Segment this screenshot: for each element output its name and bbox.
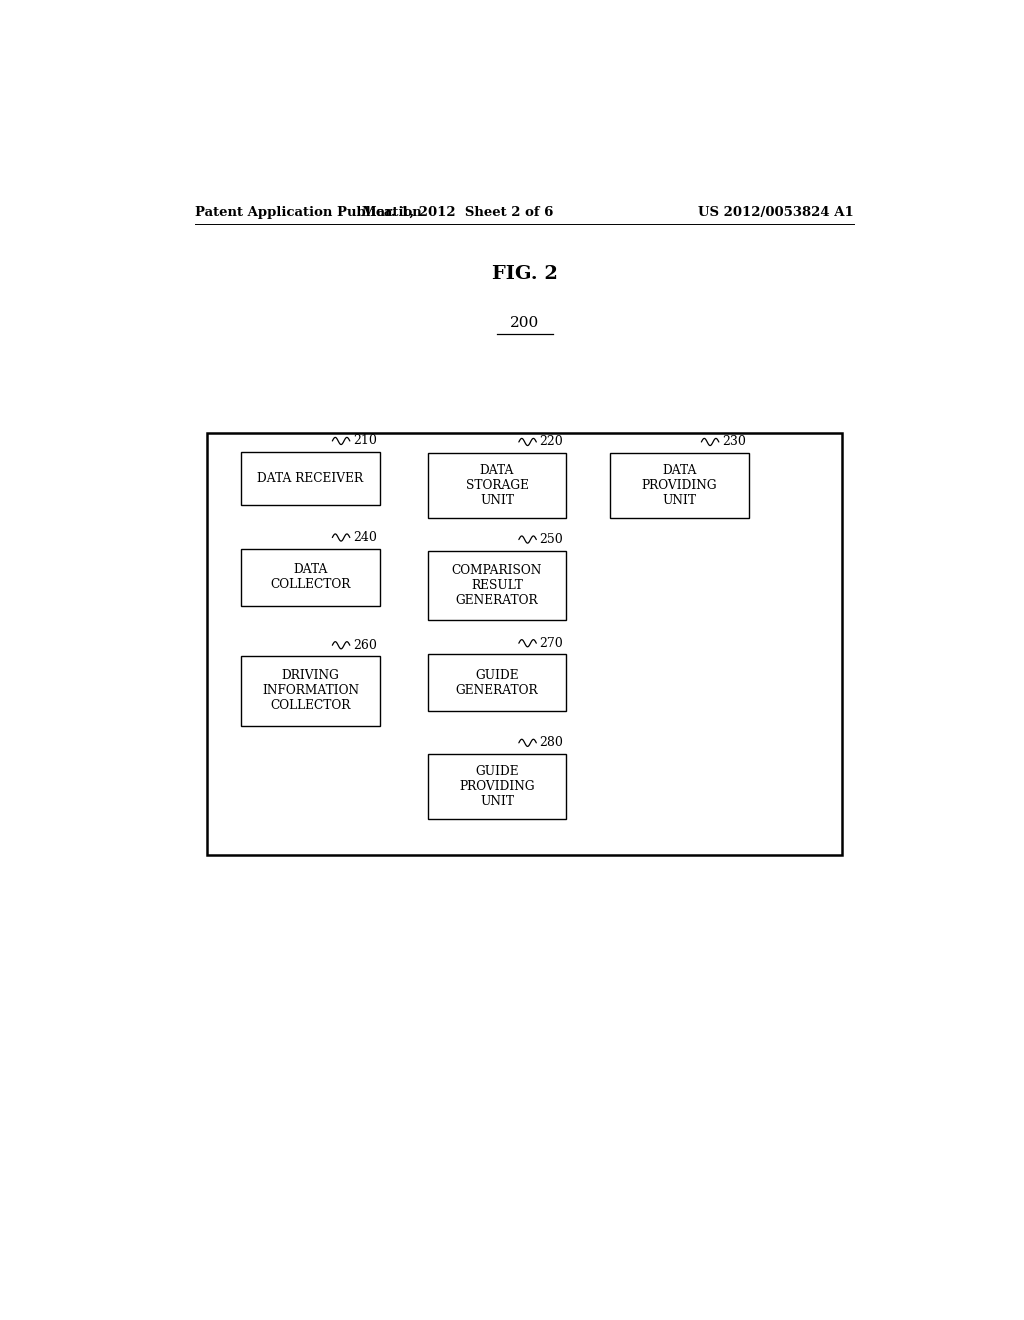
Text: 270: 270 <box>540 636 563 649</box>
Text: DRIVING
INFORMATION
COLLECTOR: DRIVING INFORMATION COLLECTOR <box>262 669 359 713</box>
Bar <box>610 453 749 519</box>
Text: Patent Application Publication: Patent Application Publication <box>196 206 422 219</box>
Text: COMPARISON
RESULT
GENERATOR: COMPARISON RESULT GENERATOR <box>452 564 543 607</box>
Text: 220: 220 <box>540 436 563 449</box>
Text: GUIDE
GENERATOR: GUIDE GENERATOR <box>456 669 539 697</box>
Bar <box>428 550 566 620</box>
Text: DATA RECEIVER: DATA RECEIVER <box>257 473 364 484</box>
Text: US 2012/0053824 A1: US 2012/0053824 A1 <box>698 206 854 219</box>
Text: 200: 200 <box>510 315 540 330</box>
Text: DATA
COLLECTOR: DATA COLLECTOR <box>270 564 350 591</box>
Text: 230: 230 <box>722 436 745 449</box>
Bar <box>428 754 566 818</box>
Bar <box>241 549 380 606</box>
Text: 250: 250 <box>540 533 563 546</box>
Bar <box>241 453 380 506</box>
Bar <box>207 433 843 854</box>
Bar <box>428 453 566 519</box>
Text: 260: 260 <box>353 639 377 652</box>
Text: Mar. 1, 2012  Sheet 2 of 6: Mar. 1, 2012 Sheet 2 of 6 <box>361 206 553 219</box>
Text: DATA
STORAGE
UNIT: DATA STORAGE UNIT <box>466 465 528 507</box>
Text: FIG. 2: FIG. 2 <box>492 265 558 282</box>
Text: 240: 240 <box>353 531 377 544</box>
Text: 280: 280 <box>540 737 563 750</box>
Text: GUIDE
PROVIDING
UNIT: GUIDE PROVIDING UNIT <box>459 766 535 808</box>
Bar <box>241 656 380 726</box>
Bar <box>428 655 566 711</box>
Text: DATA
PROVIDING
UNIT: DATA PROVIDING UNIT <box>642 465 718 507</box>
Text: 210: 210 <box>353 434 377 447</box>
